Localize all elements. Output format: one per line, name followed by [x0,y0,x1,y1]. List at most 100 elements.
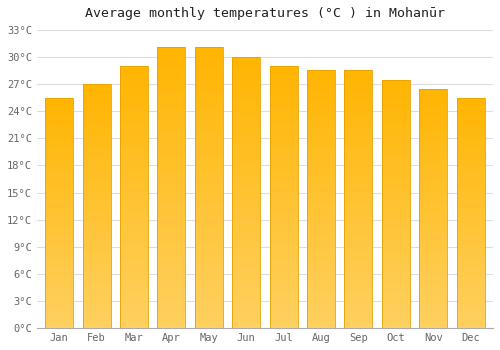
Bar [307,91,335,96]
Bar [307,225,335,230]
Bar [158,47,186,52]
Bar [120,171,148,176]
Bar [270,297,297,302]
Bar [382,159,410,164]
Bar [307,122,335,127]
Bar [270,187,297,192]
Bar [344,210,372,215]
Bar [456,227,484,231]
Bar [270,176,297,181]
Bar [270,265,297,271]
Bar [307,189,335,194]
Bar [82,177,110,182]
Bar [82,94,110,99]
Bar [82,104,110,108]
Bar [82,309,110,314]
Bar [82,84,110,89]
Bar [307,153,335,158]
Bar [382,164,410,169]
Bar [45,148,74,153]
Bar [270,124,297,129]
Bar [344,194,372,200]
Bar [195,81,223,86]
Bar [232,241,260,247]
Bar [344,236,372,240]
Bar [232,106,260,111]
Bar [158,199,186,204]
Bar [307,86,335,91]
Bar [382,109,410,114]
Bar [195,137,223,142]
Bar [232,171,260,176]
Bar [419,189,447,194]
Bar [382,248,410,254]
Bar [419,89,447,93]
Title: Average monthly temperatures (°C ) in Mohanūr: Average monthly temperatures (°C ) in Mo… [85,7,445,20]
Bar [382,149,410,154]
Bar [120,134,148,139]
Bar [382,174,410,179]
Bar [232,111,260,117]
Bar [232,263,260,268]
Bar [82,89,110,94]
Bar [120,150,148,155]
Bar [382,169,410,174]
Bar [82,133,110,138]
Bar [82,255,110,260]
Bar [419,184,447,189]
Bar [232,290,260,296]
Bar [232,95,260,100]
Bar [270,244,297,250]
Bar [456,236,484,240]
Bar [456,158,484,162]
Bar [307,112,335,117]
Bar [270,276,297,281]
Bar [158,221,186,227]
Bar [419,232,447,237]
Bar [158,64,186,70]
Bar [45,314,74,319]
Bar [82,118,110,123]
Bar [158,70,186,75]
Bar [344,127,372,132]
Bar [270,76,297,82]
Bar [382,288,410,293]
Bar [120,307,148,313]
Bar [270,218,297,223]
Bar [344,148,372,153]
Bar [45,116,74,121]
Bar [120,155,148,160]
Bar [232,160,260,166]
Bar [232,138,260,144]
Bar [456,195,484,199]
Bar [120,124,148,129]
Bar [120,103,148,108]
Bar [382,313,410,318]
Bar [120,166,148,171]
Bar [82,138,110,143]
Bar [158,188,186,193]
Bar [382,129,410,134]
Bar [82,240,110,245]
Bar [232,127,260,133]
Bar [270,286,297,292]
Bar [419,295,447,300]
Bar [307,204,335,210]
Bar [82,323,110,328]
Bar [456,259,484,264]
Bar [82,221,110,226]
Bar [270,92,297,97]
Bar [344,102,372,106]
Bar [419,194,447,199]
Bar [120,281,148,286]
Bar [344,308,372,313]
Bar [45,153,74,158]
Bar [45,121,74,125]
Bar [82,201,110,206]
Bar [307,256,335,261]
Bar [344,96,372,102]
Bar [456,111,484,116]
Bar [456,296,484,301]
Bar [232,155,260,160]
Bar [382,219,410,224]
